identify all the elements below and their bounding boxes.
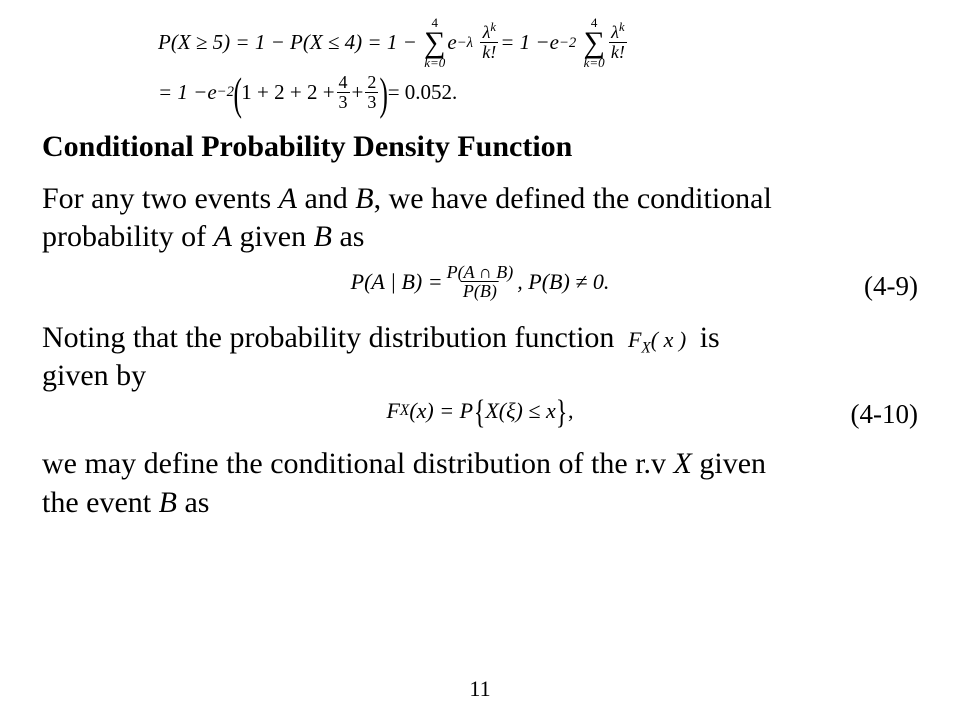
fraction-2-3: 2 3 <box>365 73 378 112</box>
num: 4 <box>337 73 350 92</box>
cond-tail: , P(B) ≠ 0. <box>517 269 609 295</box>
p3-seg-c: the event <box>42 486 159 519</box>
inline-Fx: FX( x ) <box>628 326 686 354</box>
equation-number-4-10: (4-10) <box>851 399 918 430</box>
exp-term-2: e−2 <box>550 29 577 55</box>
den: k! <box>609 42 627 62</box>
plus-sign: + <box>352 79 364 105</box>
eq-mid: = 1 − <box>500 29 549 55</box>
cdf-arg: (x) = P <box>409 398 473 424</box>
sum-lower: k=0 <box>584 56 605 69</box>
equation-4-9-row: P(A | B) = P(A ∩ B) P(B) , P(B) ≠ 0. (4-… <box>42 263 918 313</box>
equation-poisson-line1: P(X ≥ 5) = 1 − P(X ≤ 4) = 1 − 4 ∑ k=0 e−… <box>158 16 918 69</box>
eq-result: = 0.052. <box>388 79 458 105</box>
p2-seg-a: Noting that the probability distribution… <box>42 321 614 354</box>
F: F <box>628 327 641 352</box>
fraction-lambda-k-1: λk k! <box>480 23 498 62</box>
exp-term-1: e−λ <box>447 29 473 55</box>
var-A: A <box>214 220 232 253</box>
equation-poisson-line2: = 1 − e−2 ( 1 + 2 + 2 + 4 3 + 2 3 ) = 0.… <box>158 73 918 112</box>
equation-4-10: FX (x) = P { X(ξ) ≤ x } , <box>386 397 573 424</box>
fraction-cond: P(A ∩ B) P(B) <box>445 263 516 302</box>
exp-term-3: e−2 <box>207 79 234 105</box>
cond-lhs: P(A | B) = <box>351 269 443 295</box>
summation-2: 4 ∑ k=0 <box>583 16 604 69</box>
p3-seg-a: we may define the conditional distributi… <box>42 447 674 480</box>
p1-seg-c: , we have defined the conditional <box>374 182 772 215</box>
var-B: B <box>314 220 332 253</box>
den: 3 <box>337 92 350 112</box>
paragraph-2: Noting that the probability distribution… <box>42 319 918 396</box>
cdf-F: F <box>386 398 399 424</box>
eq-text: P(X ≥ 5) = 1 − P(X ≤ 4) = 1 − <box>158 29 417 55</box>
F-sub: X <box>641 339 650 356</box>
eq-prefix: = 1 − <box>158 79 207 105</box>
den: 3 <box>365 92 378 112</box>
section-heading: Conditional Probability Density Function <box>42 130 918 164</box>
p3-seg-b: given <box>692 447 766 480</box>
p2-seg-b: is <box>700 321 720 354</box>
left-brace: { <box>473 399 484 426</box>
var-B: B <box>355 182 373 215</box>
p1-seg-e: given <box>232 220 314 253</box>
p1-seg-a: For any two events <box>42 182 279 215</box>
summation-1: 4 ∑ k=0 <box>424 16 445 69</box>
num-sup: k <box>490 20 496 34</box>
fraction-lambda-k-2: λk k! <box>609 23 627 62</box>
num: P(A ∩ B) <box>445 263 516 282</box>
p3-seg-d: as <box>177 486 210 519</box>
F-arg: ( x ) <box>651 327 686 352</box>
cdf-tail: , <box>568 398 574 424</box>
e-base: e <box>207 79 216 105</box>
equation-4-10-row: FX (x) = P { X(ξ) ≤ x } , (4-10) <box>42 397 918 439</box>
den: P(B) <box>461 281 499 301</box>
fraction-4-3: 4 3 <box>337 73 350 112</box>
sum-terms-start: 1 + 2 + 2 + <box>241 79 334 105</box>
right-paren: ) <box>380 76 388 113</box>
sigma-symbol: ∑ <box>424 29 445 56</box>
paragraph-1: For any two events A and B, we have defi… <box>42 180 918 257</box>
equation-4-9: P(A | B) = P(A ∩ B) P(B) , P(B) ≠ 0. <box>351 263 610 302</box>
cdf-inside: X(ξ) ≤ x <box>485 398 555 424</box>
p1-seg-d: probability of <box>42 220 214 253</box>
num-sup: k <box>619 20 625 34</box>
sigma-symbol: ∑ <box>583 29 604 56</box>
num-base: λ <box>611 22 619 42</box>
slide-page: P(X ≥ 5) = 1 − P(X ≤ 4) = 1 − 4 ∑ k=0 e−… <box>0 0 960 720</box>
p2-seg-c: given by <box>42 359 146 392</box>
e-base: e <box>550 29 559 55</box>
right-brace: } <box>556 399 567 426</box>
p1-seg-b: and <box>297 182 355 215</box>
num: 2 <box>365 73 378 92</box>
sum-lower: k=0 <box>424 56 445 69</box>
equation-number-4-9: (4-9) <box>864 271 918 302</box>
e-base: e <box>447 29 456 55</box>
page-number: 11 <box>469 676 490 702</box>
equation-poisson: P(X ≥ 5) = 1 − P(X ≤ 4) = 1 − 4 ∑ k=0 e−… <box>158 16 918 112</box>
den: k! <box>480 42 498 62</box>
var-X: X <box>674 447 692 480</box>
var-A: A <box>279 182 297 215</box>
p1-seg-f: as <box>332 220 365 253</box>
var-B: B <box>159 486 177 519</box>
paragraph-3: we may define the conditional distributi… <box>42 445 918 522</box>
left-paren: ( <box>233 76 241 113</box>
